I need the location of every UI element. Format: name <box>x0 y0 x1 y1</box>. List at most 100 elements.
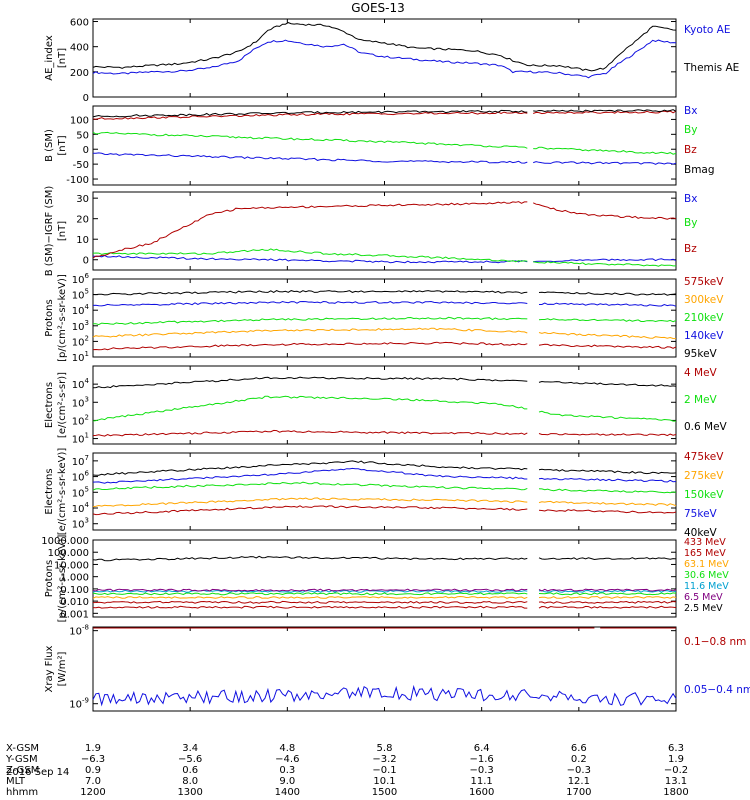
y-tick-label: 103 <box>72 395 89 409</box>
legend-label: 63.1 MeV <box>684 559 729 570</box>
legend-label: 475keV <box>684 451 724 463</box>
legend-label: 433 MeV <box>684 537 726 548</box>
series-line <box>92 290 677 296</box>
y-tick-label: 200 <box>70 68 89 79</box>
panel-8: 10-9 10-8 Xray Flux [W/m²] 0.1−0.8 nm 0.05−0.… <box>44 624 750 712</box>
series-line <box>92 589 677 593</box>
panel-frame <box>92 365 677 445</box>
ephemeris-value: 1400 <box>275 787 300 798</box>
y-axis-label: Electrons <box>44 468 55 514</box>
ephemeris-value: 1700 <box>566 787 591 798</box>
y-axis-label: [e/(cm²-s-sr-keV)] <box>57 448 68 536</box>
panel-1: 0 200 400 600 AE_index [nT] Kyoto AE Themis AE <box>44 18 739 104</box>
y-tick-label: 0.100 <box>60 585 89 596</box>
y-tick-label: 101 <box>72 350 89 364</box>
ephemeris-label: hhmm <box>6 787 38 798</box>
series-line <box>92 505 677 516</box>
ephemeris-value: 0.3 <box>279 765 295 776</box>
legend-label: 0.6 MeV <box>684 421 728 433</box>
series-line <box>92 376 677 389</box>
y-tick-label: 400 <box>70 43 89 54</box>
ephemeris-value: −0.3 <box>567 765 591 776</box>
ephemeris-value: 10.1 <box>373 776 395 787</box>
series-line <box>92 684 677 707</box>
y-axis-label: [nT] <box>57 48 68 68</box>
y-tick-label: 10-8 <box>69 624 89 638</box>
ephemeris-label: Z-GSM <box>6 765 39 776</box>
ephemeris-label: X-GSM <box>6 743 39 754</box>
ephemeris-value: 1200 <box>80 787 105 798</box>
y-axis-label: B (SM) <box>44 129 55 162</box>
ephemeris-value: 0.6 <box>182 765 198 776</box>
ephemeris-value: −0.2 <box>664 765 688 776</box>
legend-label: 210keV <box>684 312 724 324</box>
ephemeris-value: 6.4 <box>474 743 490 754</box>
ephemeris-value: 8.0 <box>182 776 198 787</box>
y-tick-label: 107 <box>72 454 89 468</box>
y-tick-label: 1000.000 <box>41 536 89 547</box>
series-line <box>92 395 676 422</box>
legend-label: 140keV <box>684 330 724 342</box>
series-line <box>92 201 677 259</box>
y-tick-label: 102 <box>72 413 89 427</box>
legend-label: Bz <box>684 243 697 255</box>
y-axis-label: Protons <box>44 560 55 597</box>
y-tick-label: -50 <box>73 160 89 171</box>
y-tick-label: 104 <box>72 303 90 317</box>
legend-label: Bz <box>684 144 697 156</box>
legend-label: 0.05−0.4 nm <box>684 684 750 696</box>
legend-label: 2.5 MeV <box>684 603 723 614</box>
legend-label: 275keV <box>684 470 724 482</box>
legend-label: 0.1−0.8 nm <box>684 636 746 648</box>
ephemeris-value: 1500 <box>372 787 397 798</box>
y-tick-label: 102 <box>72 334 89 348</box>
legend-label: Bx <box>684 105 697 117</box>
ephemeris-value: 11.1 <box>471 776 493 787</box>
panel-frame <box>92 18 677 98</box>
y-axis-label: Protons <box>44 299 55 336</box>
ephemeris-label: Y-GSM <box>5 754 38 765</box>
y-tick-label: 0 <box>83 256 89 267</box>
legend-label: Themis AE <box>683 62 739 74</box>
series-line <box>92 595 677 599</box>
y-axis-label: B (SM)−IGRF (SM) <box>44 186 55 277</box>
y-tick-label: 20 <box>76 215 89 226</box>
date-label: 2016 Sep 14 <box>6 767 69 778</box>
legend-label: Bmag <box>684 164 715 176</box>
y-tick-label: -100 <box>66 175 89 186</box>
y-tick-label: 100 <box>70 115 89 126</box>
legend-label: 30.6 MeV <box>684 570 729 581</box>
y-tick-label: 0.010 <box>60 597 89 608</box>
legend-label: Kyoto AE <box>684 24 730 36</box>
legend-label: 4 MeV <box>684 367 718 379</box>
y-tick-label: 105 <box>72 485 89 499</box>
series-line <box>92 131 677 155</box>
series-line <box>92 460 677 476</box>
y-tick-label: 10.000 <box>54 560 89 571</box>
y-tick-label: 106 <box>72 470 90 484</box>
ephemeris-value: 1.9 <box>85 743 101 754</box>
series-line <box>93 152 677 165</box>
y-tick-label: 104 <box>72 501 90 515</box>
ephemeris-value: 6.3 <box>668 743 684 754</box>
panel-frame <box>92 539 677 618</box>
series-line <box>92 429 677 437</box>
legend-label: 95keV <box>684 348 718 360</box>
legend-label: 6.5 MeV <box>684 592 723 603</box>
legend-label: By <box>684 217 697 229</box>
series-line <box>92 254 677 264</box>
series-line <box>92 467 677 484</box>
ephemeris-value: −3.2 <box>372 754 396 765</box>
ephemeris-value: 7.0 <box>85 776 101 787</box>
y-tick-label: 0 <box>83 93 89 104</box>
y-tick-label: 50 <box>76 130 89 141</box>
y-axis-label: [W/m²] <box>57 651 68 686</box>
legend-label: 300keV <box>684 294 724 306</box>
legend-label: 575keV <box>684 276 724 288</box>
series-line <box>92 592 677 596</box>
ephemeris-label: MLT <box>6 776 26 787</box>
